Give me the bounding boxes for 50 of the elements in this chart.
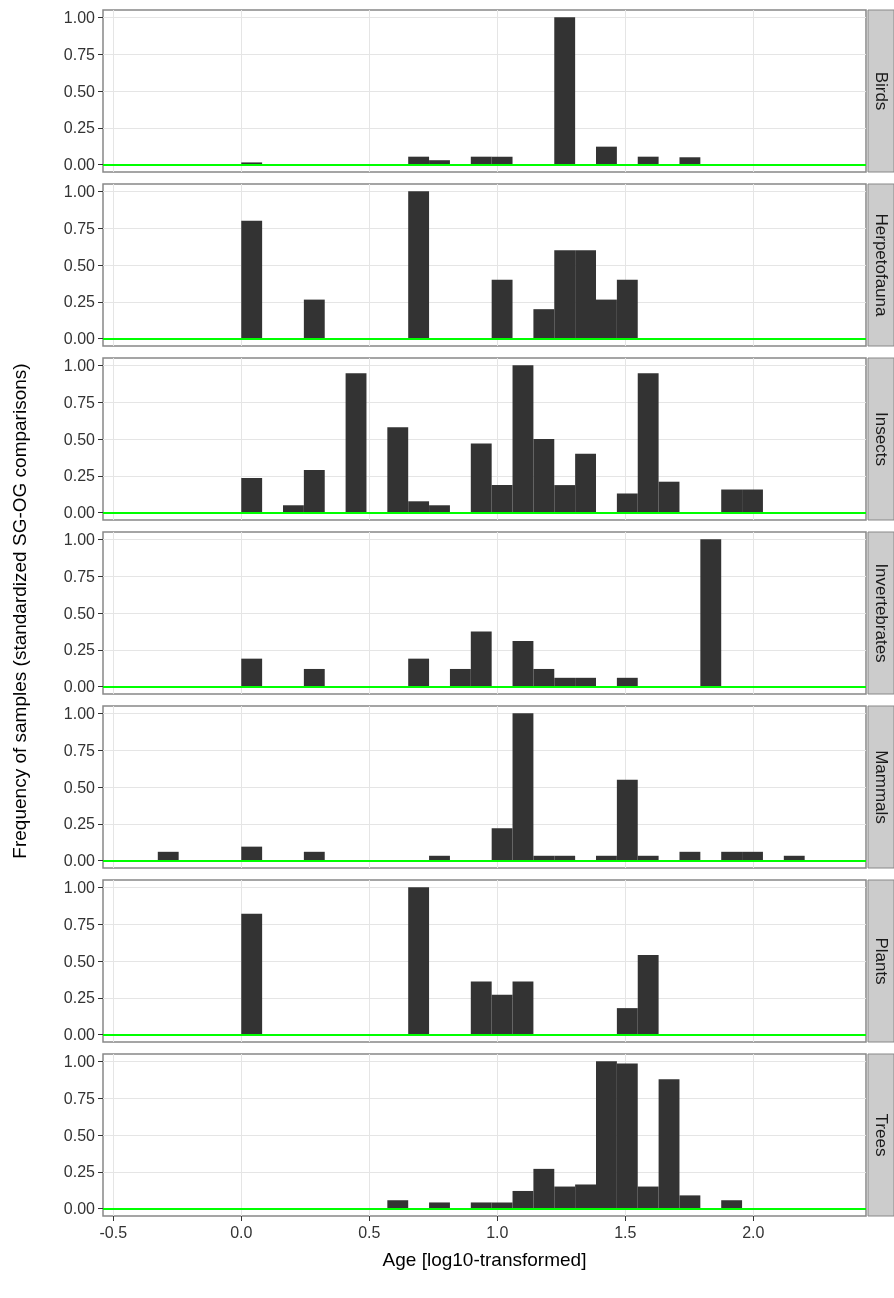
y-tick-label: 0.00 <box>63 156 96 174</box>
y-tick-label: 0.50 <box>63 256 96 274</box>
y-tick-label: 1.00 <box>63 356 96 374</box>
y-tick-label: 1.00 <box>63 530 96 548</box>
text: Insects <box>871 412 891 466</box>
y-tick-label: 0.75 <box>63 1089 96 1107</box>
y-tick-label: 0.25 <box>63 293 96 311</box>
y-tick-label: 0.50 <box>63 604 96 622</box>
y-tick-label: 0.25 <box>63 119 96 137</box>
y-tick-label: 0.25 <box>63 815 96 833</box>
text: Invertebrates <box>871 563 891 663</box>
y-tick-label: 0.75 <box>63 741 96 759</box>
x-tick-label: 0.5 <box>358 1223 381 1241</box>
y-tick-label: 0.25 <box>63 989 96 1007</box>
x-tick-label: 1.5 <box>614 1223 637 1241</box>
y-tick-label: 1.00 <box>63 704 96 722</box>
x-tick-label: 0.0 <box>230 1223 253 1241</box>
y-tick-label: 0.25 <box>63 641 96 659</box>
y-tick-label: 0.25 <box>63 1163 96 1181</box>
y-tick-label: 0.00 <box>63 504 96 522</box>
y-tick-label: 0.50 <box>63 1126 96 1144</box>
x-axis-title: Age [log10-transformed] <box>382 1249 587 1270</box>
y-axis-title: Frequency of samples (standardized SG-OG comparisons) <box>9 363 31 859</box>
y-tick-label: 0.25 <box>63 467 96 485</box>
y-tick-label: 0.00 <box>63 1026 96 1044</box>
y-tick-label: 1.00 <box>63 1052 96 1070</box>
y-tick-label: 1.00 <box>63 182 96 200</box>
y-tick-label: 0.50 <box>63 430 96 448</box>
y-tick-label: 0.50 <box>63 952 96 970</box>
text: Birds <box>871 71 891 111</box>
x-tick-label: 2.0 <box>742 1223 765 1241</box>
y-tick-label: 0.75 <box>63 567 96 585</box>
text: Herpetofauna <box>871 213 891 318</box>
y-tick-label: 0.00 <box>63 1200 96 1218</box>
y-tick-label: 0.75 <box>63 219 96 237</box>
y-tick-label: 1.00 <box>63 8 96 26</box>
y-tick-label: 0.75 <box>63 393 96 411</box>
y-tick-label: 1.00 <box>63 878 96 896</box>
y-tick-label: 0.50 <box>63 778 96 796</box>
text: Mammals <box>871 750 891 824</box>
text: Trees <box>871 1113 891 1157</box>
y-tick-label: 0.00 <box>63 678 96 696</box>
y-tick-label: 0.75 <box>63 45 96 63</box>
y-tick-label: 0.00 <box>63 852 96 870</box>
text: Plants <box>871 937 891 985</box>
x-tick-label: 1.0 <box>486 1223 509 1241</box>
y-tick-label: 0.50 <box>63 82 96 100</box>
y-tick-label: 0.00 <box>63 330 96 348</box>
x-tick-label: -0.5 <box>99 1223 128 1241</box>
y-tick-label: 0.75 <box>63 915 96 933</box>
